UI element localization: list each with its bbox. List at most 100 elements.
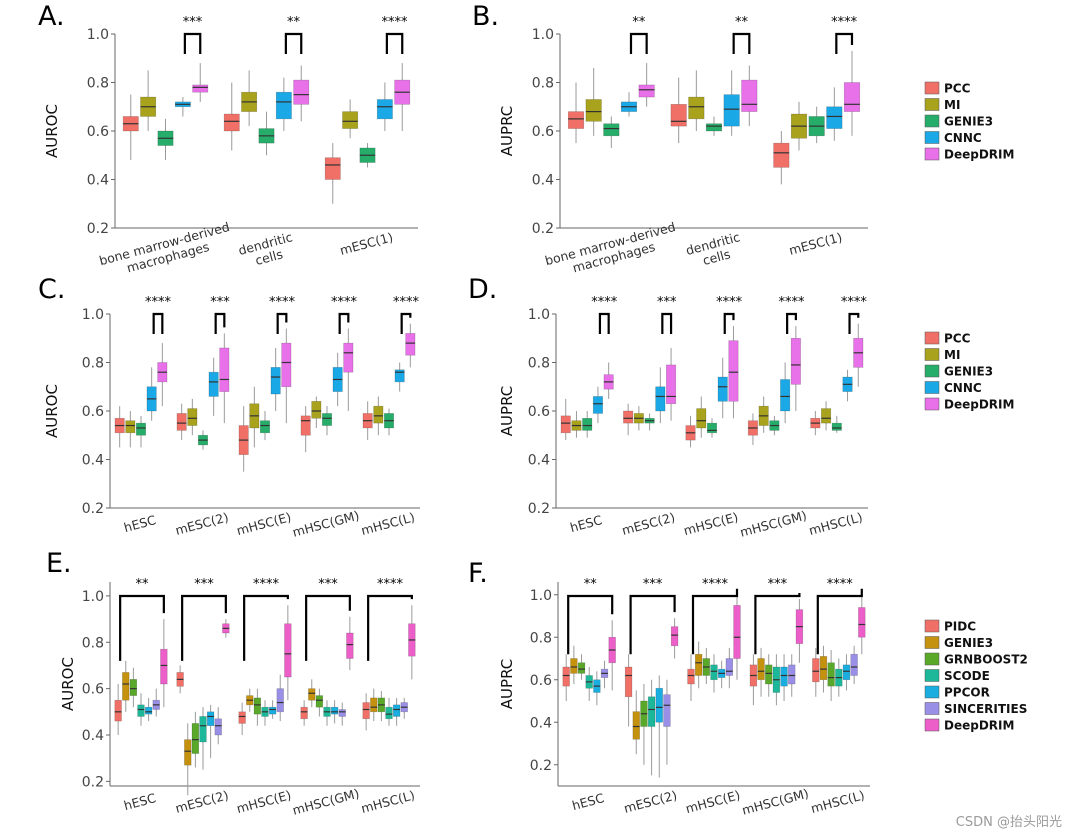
box-deepdrim — [638, 63, 655, 107]
box-body — [765, 664, 773, 685]
significance-label: **** — [382, 15, 409, 30]
category-group-dendritic-cells: dendriticcells ** — [223, 15, 310, 271]
box-grnboost2 — [702, 647, 711, 684]
x-tick-label: mHSC(L) — [809, 787, 866, 816]
y-tick-label: 0.4 — [82, 453, 104, 469]
category-group-mhsc-l: mHSC(L) **** — [809, 577, 866, 816]
x-tick-label: mHSC(GM) — [291, 786, 361, 818]
legend-item-deepdrim: DeepDRIM — [924, 147, 1014, 162]
box-cnnc — [826, 87, 843, 141]
x-tick-label: mESC(1) — [787, 229, 843, 258]
box-mi — [758, 396, 769, 433]
y-tick-label: 0.8 — [82, 635, 104, 651]
box-body — [725, 658, 734, 676]
box-scode — [772, 654, 781, 706]
box-pcc — [238, 406, 249, 472]
x-tick-label: dendriticcells — [237, 229, 298, 271]
box-genie3 — [570, 645, 578, 684]
box-pcc — [223, 82, 240, 151]
box-pcc — [122, 94, 139, 161]
box-body — [827, 662, 835, 687]
box-mi — [125, 411, 136, 448]
significance-bracket: **** — [778, 295, 805, 334]
box-sincerities — [214, 707, 222, 745]
box-cnnc — [174, 97, 191, 117]
bracket-line — [661, 312, 673, 334]
box-body — [780, 379, 791, 412]
category-group-mesc-1: mESC(1) **** — [773, 15, 861, 258]
x-tick-label: mESC(2) — [174, 787, 230, 816]
box-body — [826, 106, 843, 129]
legend-swatch — [924, 131, 940, 144]
box-body — [585, 99, 602, 122]
bracket-line — [816, 588, 863, 655]
y-tick-label: 0.8 — [530, 630, 552, 646]
box-body — [706, 422, 718, 434]
box-deepdrim — [666, 347, 677, 421]
box-body — [192, 84, 209, 93]
box-deepdrim — [608, 620, 616, 691]
box-body — [223, 113, 240, 132]
legend-item-pcc: PCC — [924, 82, 971, 96]
box-body — [570, 658, 578, 674]
significance-label: *** — [318, 577, 338, 592]
significance-label: **** — [145, 295, 172, 310]
box-grnboost2 — [765, 654, 773, 697]
box-body — [666, 364, 677, 405]
bracket-line — [305, 594, 351, 661]
bracket-line — [385, 32, 404, 54]
box-body — [741, 79, 758, 112]
legend-label: DeepDRIM — [944, 398, 1014, 412]
legend-swatch — [924, 702, 940, 715]
box-ppcor — [144, 697, 153, 722]
box-sincerities — [152, 688, 160, 717]
box-body — [206, 711, 215, 727]
y-axis-label: AUPRC — [498, 106, 516, 156]
significance-label: **** — [716, 295, 743, 310]
y-tick-label: 0.8 — [82, 356, 104, 372]
box-scode — [835, 658, 843, 697]
legend-swatch — [924, 147, 940, 161]
y-tick-label: 0.6 — [82, 682, 104, 698]
y-tick-label: 1.0 — [82, 307, 104, 323]
box-genie3 — [157, 118, 174, 161]
box-pidc — [749, 654, 758, 706]
bracket-line — [276, 312, 288, 334]
y-tick-label: 0.4 — [82, 728, 104, 744]
legend-item-mi: MI — [924, 348, 960, 362]
bracket-line — [181, 594, 227, 661]
bracket-line — [367, 594, 413, 661]
box-sincerities — [850, 645, 858, 684]
category-group-hesc: hESC **** — [560, 295, 618, 535]
box-deepdrim — [284, 605, 292, 701]
box-pcc — [670, 77, 687, 144]
y-tick-label: 0.6 — [528, 404, 550, 420]
significance-label: *** — [643, 577, 663, 592]
box-mi — [633, 406, 644, 431]
legend-label: GENIE3 — [944, 636, 993, 650]
box-genie3 — [769, 415, 780, 436]
box-body — [705, 123, 723, 132]
box-body — [144, 706, 153, 715]
bracket-line — [119, 594, 165, 661]
x-tick-label: mHSC(E) — [235, 509, 293, 538]
watermark-text: CSDN @抬头阳光 — [956, 815, 1062, 830]
box-cnnc — [394, 362, 405, 392]
box-body — [687, 668, 695, 685]
significance-bracket: **** — [831, 15, 858, 54]
box-deepdrim — [795, 599, 804, 663]
box-scode — [710, 654, 718, 693]
y-tick-label: 0.8 — [532, 76, 554, 92]
significance-bracket: *** — [181, 577, 227, 661]
box-body — [125, 420, 136, 434]
bracket-line — [400, 312, 412, 334]
box-cnnc — [592, 386, 603, 424]
box-body — [821, 408, 832, 424]
box-grnboost2 — [577, 654, 586, 680]
box-body — [757, 658, 765, 681]
legend-swatch — [924, 348, 940, 361]
box-body — [343, 342, 354, 373]
box-deepdrim — [858, 594, 866, 655]
legend-label: DeepDRIM — [944, 148, 1014, 162]
legends: PCC MI GENIE3 CNNC DeepDRIM PCC MI GENIE3 CNNC De… — [924, 82, 1028, 733]
